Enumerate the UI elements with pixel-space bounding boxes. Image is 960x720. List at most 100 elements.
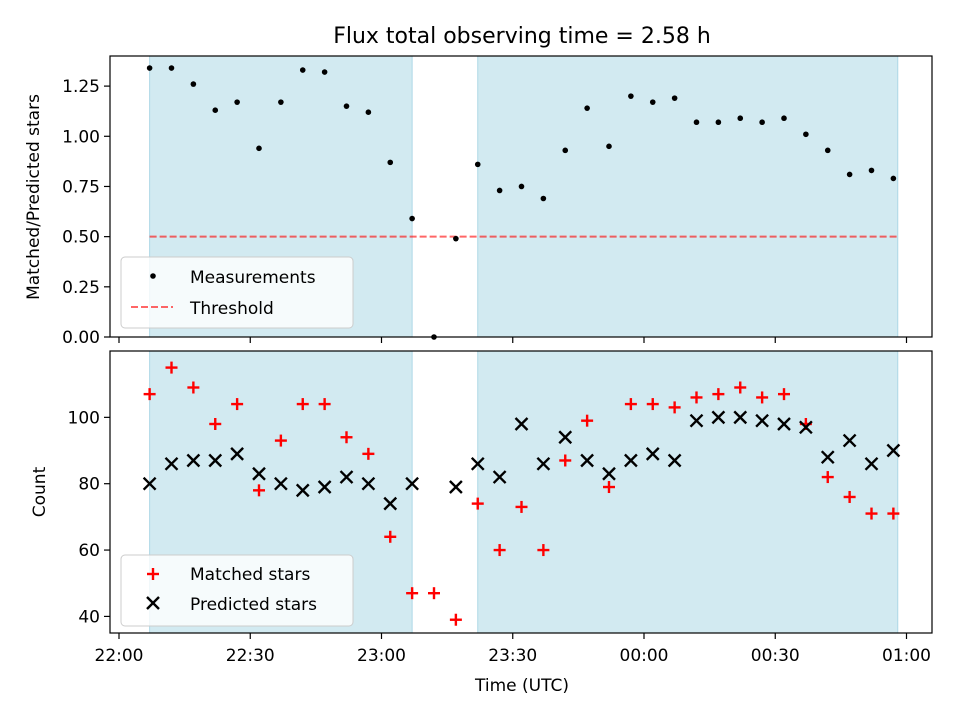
x-axis-label: Time (UTC)	[474, 676, 569, 696]
predicted-point-b	[405, 476, 419, 491]
matched-star-point	[843, 490, 856, 503]
predicted-star-point	[186, 453, 201, 468]
predicted-point-b	[186, 453, 201, 468]
predicted-star-point	[886, 443, 901, 458]
measurement-point	[737, 115, 744, 122]
predicted-star-point	[361, 476, 376, 491]
matched-star-point	[165, 361, 178, 374]
matched-star-point	[734, 381, 747, 394]
predicted-star-point	[689, 413, 704, 428]
predicted-star-point	[339, 470, 354, 484]
x-tick-label: 00:30	[751, 646, 800, 666]
legend-matched-label: Matched stars	[190, 565, 310, 585]
top-plot-frame	[109, 55, 933, 338]
predicted-point-b	[317, 480, 332, 494]
matched-star-point	[712, 388, 725, 401]
predicted-star-point	[470, 456, 485, 471]
y-tick-label: 0.75	[62, 177, 100, 197]
measurement-point	[212, 107, 219, 113]
measurement-point	[278, 99, 284, 105]
measurement-point	[649, 99, 656, 105]
predicted-star-point	[864, 456, 879, 471]
predicted-point-b	[667, 453, 682, 468]
top-x-ticks	[118, 337, 908, 343]
predicted-point-b	[842, 433, 857, 448]
measurement-point	[343, 103, 350, 109]
predicted-point-b	[799, 420, 813, 435]
predicted-star-point	[777, 417, 791, 431]
predicted-star-point	[208, 453, 223, 468]
measurement-point	[824, 147, 831, 154]
y-tick-label: 1.00	[62, 127, 100, 147]
legend-threshold-label: Threshold	[189, 299, 274, 319]
y-tick-label: 60	[78, 541, 100, 561]
predicted-point-b	[274, 476, 288, 491]
predicted-point-b	[645, 446, 660, 461]
predicted-star-point	[405, 476, 419, 491]
measurement-point	[365, 109, 372, 115]
top-y-axis-label: Matched/Predicted stars	[24, 94, 44, 300]
count-points	[142, 361, 901, 626]
measurement-point	[584, 105, 590, 111]
matched-star-point	[603, 481, 615, 494]
y-tick-label: 0.50	[62, 228, 100, 248]
predicted-point-b	[624, 453, 638, 468]
matched-star-point	[646, 398, 659, 411]
top-legend-box	[120, 256, 354, 329]
bottom-y-axis-label: Count	[30, 466, 50, 517]
bottom-plot-frame	[109, 350, 933, 634]
x-tick-label: 00:00	[620, 646, 669, 666]
legend-matched-marker	[147, 568, 159, 580]
measurement-point	[299, 67, 306, 73]
predicted-point-b	[142, 476, 157, 491]
predicted-point-b	[252, 466, 266, 481]
measurement-point	[234, 99, 240, 105]
bottom-legend: Matched stars Predicted stars	[120, 554, 354, 627]
y-tick-label: 0.25	[62, 278, 100, 298]
measurement-point	[671, 95, 678, 101]
predicted-star-point	[733, 410, 748, 425]
predicted-star-point	[383, 496, 398, 511]
predicted-point-b	[602, 466, 616, 481]
predicted-point-b	[295, 483, 310, 498]
predicted-star-point	[755, 413, 769, 428]
predicted-star-point	[164, 456, 179, 471]
matched-star-point	[318, 398, 331, 411]
measurement-points	[146, 65, 897, 340]
predicted-star-point	[317, 480, 332, 494]
matched-star-point	[668, 401, 681, 414]
matched-star-point	[471, 497, 484, 510]
matched-star-point	[406, 587, 419, 600]
predicted-star-point	[580, 453, 594, 468]
predicted-point-b	[208, 453, 223, 468]
measurement-point	[146, 65, 153, 71]
predicted-star-point	[514, 417, 529, 431]
predicted-point-b	[689, 413, 704, 428]
predicted-point-b	[339, 470, 354, 484]
bottom-panel: 40 60 80 100 22:00 22:30 23:00 23:30 00:00 00:30…	[30, 350, 933, 696]
matched-star-point	[449, 613, 462, 626]
y-tick-label: 100	[68, 408, 100, 428]
predicted-star-point	[799, 420, 813, 435]
y-tick-label: 80	[78, 475, 100, 495]
y-tick-label: 40	[78, 607, 100, 627]
predicted-star-point	[842, 433, 857, 448]
predicted-point-b	[777, 417, 791, 431]
measurement-point	[453, 235, 459, 242]
matched-star-point	[362, 447, 375, 460]
predicted-star-point	[142, 476, 157, 491]
measurement-point	[803, 131, 809, 138]
matched-star-point	[756, 391, 769, 404]
measurement-point	[715, 119, 722, 126]
matched-star-point	[690, 391, 703, 404]
matched-star-point	[493, 544, 506, 557]
predicted-star-point	[711, 410, 726, 425]
measurement-point	[256, 145, 262, 152]
predicted-star-point	[536, 456, 551, 471]
predicted-point-b	[733, 410, 748, 425]
shaded-interval	[477, 350, 899, 634]
measurement-point	[518, 183, 525, 190]
legend-measurements-marker	[150, 273, 156, 279]
legend-predicted-marker	[146, 596, 160, 610]
x-tick-label: 22:30	[226, 646, 275, 666]
